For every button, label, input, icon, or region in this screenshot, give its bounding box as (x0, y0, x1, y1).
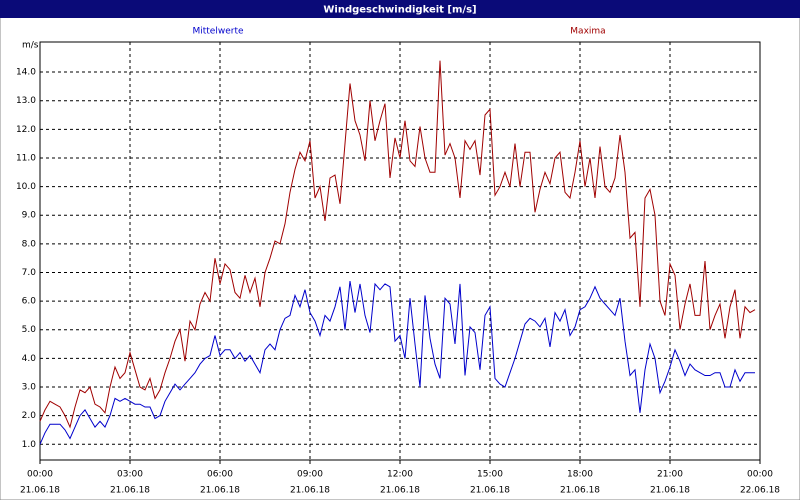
x-tick-date: 21.06.18 (560, 486, 600, 496)
x-tick-label: 15:00 (477, 470, 503, 480)
x-tick-date: 21.06.18 (200, 486, 240, 496)
x-tick-label: 00:00 (27, 470, 53, 480)
x-tick-label: 21:00 (657, 470, 683, 480)
y-tick-label: 12.0 (16, 125, 36, 135)
x-tick-label: 09:00 (297, 470, 323, 480)
y-tick-label: 6.0 (22, 297, 37, 307)
y-tick-label: 13.0 (16, 96, 36, 106)
y-tick-label: 7.0 (22, 268, 37, 278)
y-tick-label: 8.0 (22, 239, 37, 249)
x-tick-label: 18:00 (567, 470, 593, 480)
x-tick-date: 21.06.18 (20, 486, 60, 496)
title-bar (0, 0, 800, 18)
x-tick-date: 21.06.18 (470, 486, 510, 496)
x-tick-date: 22.06.18 (740, 486, 780, 496)
y-tick-label: 10.0 (16, 182, 36, 192)
x-tick-date: 21.06.18 (290, 486, 330, 496)
y-tick-label: 5.0 (22, 325, 37, 335)
chart-title: Windgeschwindigkeit [m/s] (323, 5, 476, 16)
y-tick-label: 3.0 (22, 382, 37, 392)
series-line (39, 60, 756, 429)
x-tick-label: 12:00 (387, 470, 413, 480)
x-tick-label: 00:00 (747, 470, 773, 480)
y-axis-label: m/s (22, 41, 39, 51)
x-tick-date: 21.06.18 (110, 486, 150, 496)
y-tick-label: 2.0 (22, 411, 37, 421)
y-tick-label: 11.0 (16, 153, 36, 163)
x-tick-label: 03:00 (117, 470, 143, 480)
y-tick-label: 9.0 (22, 211, 37, 221)
x-tick-label: 06:00 (207, 470, 233, 480)
legend-entry: Mittelwerte (192, 27, 243, 37)
x-tick-date: 21.06.18 (650, 486, 690, 496)
y-tick-label: 4.0 (22, 354, 37, 364)
y-tick-label: 14.0 (16, 68, 36, 78)
x-tick-date: 21.06.18 (380, 486, 420, 496)
legend-entry: Maxima (570, 27, 605, 37)
y-tick-label: 1.0 (22, 440, 37, 450)
series-line (39, 281, 755, 445)
